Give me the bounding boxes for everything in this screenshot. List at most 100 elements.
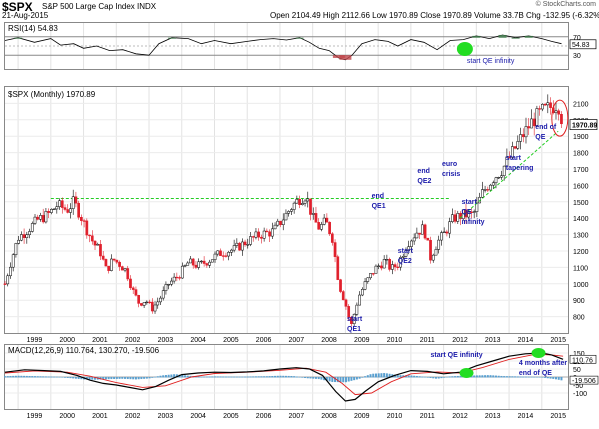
candle-body [118,261,121,267]
candle-body [508,156,511,158]
x-tick-label: 2013 [485,337,501,344]
candle-body [453,214,457,222]
candle-body [55,206,59,210]
macd-histogram-bar [254,376,257,378]
candle-body [260,236,263,239]
candle-body [527,126,531,129]
candle-body [240,241,244,251]
macd-histogram-bar [268,376,271,378]
macd-histogram-bar [552,377,555,379]
macd-histogram-bar [284,375,287,378]
price-y-tick: 2100 [573,101,589,108]
candle-body [101,255,105,260]
macd-histogram-bar [508,376,511,378]
end-qe1-annotation: end [372,193,384,200]
macd-peak-highlight [531,348,546,358]
start-qe-infinity-annotation: infinity [462,219,485,226]
macd-histogram-bar [323,377,326,381]
x-tick-label: 2009 [354,337,370,344]
candle-body [172,276,176,282]
candle-body [134,289,138,296]
chart-date: 21-Aug-2015 [2,11,49,20]
macd-histogram-bar [396,375,399,378]
macd-histogram-bar [494,375,497,378]
candle-body [371,273,375,275]
candle-body [104,259,108,267]
price-last-label: 1970.89 [572,123,597,130]
macd-histogram-bar [25,375,28,378]
macd-histogram-bar [274,375,277,378]
macd-histogram-bar [235,376,238,378]
macd-histogram-bar [459,375,462,378]
candle-body [227,252,231,257]
candle-body [254,231,258,238]
macd-histogram-bar [39,376,42,378]
price-y-tick: 1900 [573,134,589,141]
candle-body [161,290,165,299]
candle-body [82,220,86,222]
x-tick-label: 2003 [158,337,174,344]
x-tick-label: 2010 [387,413,403,420]
candle-body [412,237,416,242]
price-y-tick: 1500 [573,200,589,207]
macd-histogram-bar [334,377,337,383]
candle-body [519,134,522,142]
candle-body [25,234,29,238]
euro-crisis-annotation: euro [442,161,457,168]
candle-body [442,231,446,233]
macd-histogram-bar [265,376,268,378]
macd-histogram-bar [145,377,148,379]
macd-histogram-bar [516,376,519,378]
candle-body [148,301,151,304]
candle-body [270,228,274,237]
start-qe-infinity-annotation: QE [462,209,472,216]
candle-body [483,189,487,191]
macd-histogram-bar [295,376,298,378]
candle-body [330,233,334,243]
macd-histogram-bar [448,376,451,378]
price-y-tick: 1400 [573,216,589,223]
candle-body [516,141,520,149]
macd-histogram-bar [88,377,91,380]
x-tick-label: 2001 [92,413,108,420]
macd-histogram-bar [17,375,20,378]
candle-body [213,253,217,260]
rsi-last-box [569,39,597,50]
macd-histogram-bar [524,376,527,378]
x-tick-label: 2012 [452,413,468,420]
macd-histogram-bar [154,376,157,378]
candle-body [440,232,443,241]
candle-body [93,240,97,246]
macd-histogram-bar [445,376,448,378]
candle-body [541,104,544,110]
candle-body [131,287,135,290]
candle-body [311,213,315,215]
macd-histogram-bar [541,377,544,378]
x-tick-label: 2006 [256,337,272,344]
macd-histogram-bar [350,377,353,381]
candle-body [489,184,492,191]
candle-body [216,250,220,255]
macd-histogram-bar [440,377,443,379]
macd-histogram-bar [227,376,230,378]
macd-histogram-bar [325,377,328,381]
four-months-annotation: 4 months after [519,360,568,367]
macd-histogram-bar [530,376,533,378]
macd-histogram-bar [339,377,342,383]
start-tapering-annotation: start [506,155,522,162]
candle-body [28,231,31,235]
candle-body [382,259,386,269]
macd-histogram-bar [486,375,489,378]
candle-body [344,299,348,307]
candle-body [486,189,490,191]
macd-histogram-bar [527,376,530,378]
candle-body [246,244,250,246]
candle-body [140,303,143,306]
rsi-chart [4,34,568,61]
candle-body [333,242,337,257]
macd-histogram-bar [77,377,80,379]
rsi-y-tick: 30 [573,53,581,60]
macd-histogram-bar [364,376,367,378]
macd-last-box [569,354,597,364]
